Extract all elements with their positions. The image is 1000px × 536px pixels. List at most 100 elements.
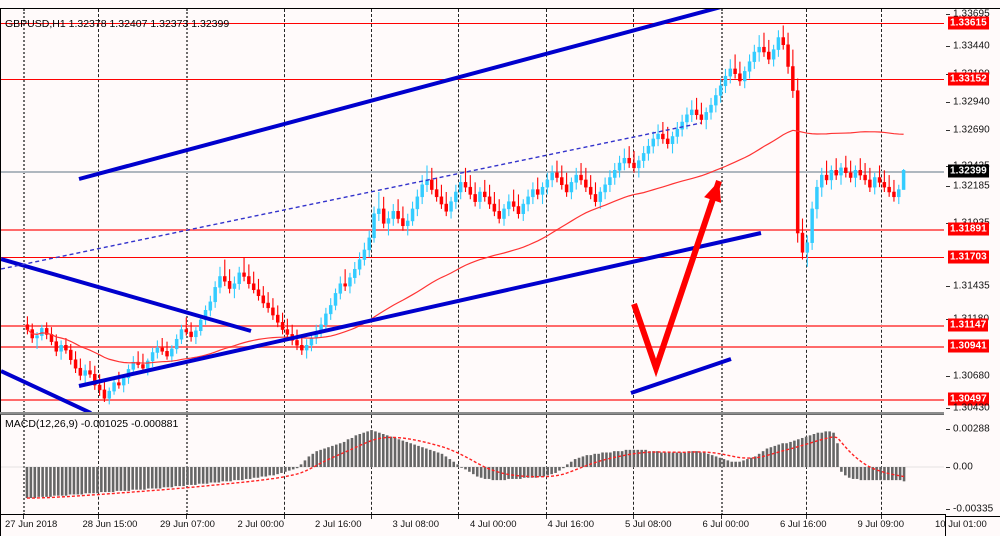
price-scale-axis[interactable]: 1.336951.336151.334401.331901.331521.329… xyxy=(944,8,1000,517)
macd-bar xyxy=(812,434,816,467)
alert-price-label[interactable]: 1.30497 xyxy=(948,392,989,406)
macd-bar xyxy=(734,461,737,467)
candle-body xyxy=(343,283,347,287)
candle-body xyxy=(762,46,766,53)
candle-body xyxy=(237,272,241,284)
time-tick-label: 6 Jul 16:00 xyxy=(780,519,827,530)
macd-bar xyxy=(284,467,287,472)
macd-bar xyxy=(824,431,828,468)
candle-body xyxy=(83,370,87,376)
alert-price-label[interactable]: 1.31703 xyxy=(948,250,989,264)
macd-bar xyxy=(730,461,734,467)
price-chart-pane[interactable]: GBPUSD,H1 1.32378 1.32407 1.32373 1.3239… xyxy=(0,8,946,413)
macd-bar xyxy=(499,467,503,481)
candle-body xyxy=(280,322,285,330)
macd-bar xyxy=(797,439,800,467)
macd-bar xyxy=(828,431,831,468)
candle-body xyxy=(324,313,328,325)
time-tick-label: 29 Jun 07:00 xyxy=(160,519,215,530)
candle-body xyxy=(511,201,516,207)
candle-body xyxy=(328,305,333,315)
candle-body xyxy=(165,351,169,357)
time-axis-tick xyxy=(546,515,547,519)
candle-body xyxy=(795,90,800,234)
gridline-vertical xyxy=(458,9,459,413)
candle-body xyxy=(386,218,391,224)
candle-body xyxy=(588,186,593,195)
candle-body xyxy=(179,329,184,340)
macd-bar xyxy=(695,451,698,467)
macd-bar xyxy=(472,467,475,475)
macd-bar xyxy=(687,451,690,467)
current-price-label[interactable]: 1.32399 xyxy=(948,164,989,178)
macd-bar xyxy=(229,467,232,482)
macd-bar xyxy=(276,467,279,475)
candle-body xyxy=(709,104,713,113)
candle-body xyxy=(815,186,819,210)
candle-body xyxy=(738,73,742,82)
time-axis-tick xyxy=(458,515,459,519)
macd-indicator-pane[interactable]: MACD(12,26,9) -0.001025 -0.000881 xyxy=(0,414,946,515)
macd-bar xyxy=(342,441,346,467)
candle-body xyxy=(338,283,343,294)
candle-body xyxy=(844,167,848,173)
alert-price-label[interactable]: 1.31891 xyxy=(948,222,989,236)
macd-bar xyxy=(401,440,405,467)
alert-price-label[interactable]: 1.33152 xyxy=(948,72,989,86)
candle-body xyxy=(478,191,482,202)
time-tick-label: 10 Jul 01:00 xyxy=(935,519,987,530)
macd-bar xyxy=(323,448,326,467)
macd-bar xyxy=(389,436,393,467)
macd-bar xyxy=(225,467,228,482)
candle-body xyxy=(685,114,689,123)
candle-body xyxy=(213,287,217,303)
macd-bar xyxy=(820,432,824,467)
macd-bar xyxy=(522,467,526,478)
rising-channel-upper xyxy=(78,9,722,181)
macd-bar xyxy=(264,467,268,477)
candle-body xyxy=(699,114,704,120)
macd-bar xyxy=(875,467,878,481)
time-scale-axis[interactable]: 27 Jun 2018 28 Jun 15:00 29 Jun 07:00 2 Jul… xyxy=(0,514,987,536)
macd-bar xyxy=(683,452,687,467)
macd-bar xyxy=(855,467,859,479)
price-level-line xyxy=(1,171,945,173)
candle-body xyxy=(300,345,304,351)
alert-price-label[interactable]: 1.33615 xyxy=(948,16,989,30)
macd-bar xyxy=(115,467,119,491)
macd-bar xyxy=(197,467,201,484)
candle-body xyxy=(247,276,251,284)
candle-body xyxy=(540,186,545,195)
descending-wedge-lower xyxy=(1,257,252,333)
macd-bar xyxy=(577,457,581,467)
macd-bar xyxy=(213,467,217,483)
axis-tick xyxy=(946,14,950,15)
macd-bar xyxy=(613,451,616,467)
candle-body xyxy=(372,213,376,239)
macd-bar xyxy=(483,467,487,479)
macd-bar xyxy=(448,459,452,467)
macd-bar xyxy=(460,467,463,468)
macd-bar xyxy=(656,451,659,467)
candle-body xyxy=(882,182,887,188)
alert-price-label[interactable]: 1.31147 xyxy=(948,318,989,332)
candle-body xyxy=(54,341,59,352)
macd-bar xyxy=(781,443,784,467)
time-axis-tick xyxy=(721,515,722,519)
macd-signal-line xyxy=(26,436,905,499)
macd-bar xyxy=(757,453,761,467)
candle-body xyxy=(223,276,227,282)
alert-price-label[interactable]: 1.30941 xyxy=(948,339,989,353)
macd-bar xyxy=(804,436,808,467)
macd-bar xyxy=(566,464,569,467)
macd-bar xyxy=(428,449,432,467)
macd-bar xyxy=(100,467,103,493)
axis-tick xyxy=(946,408,950,409)
macd-bar xyxy=(652,451,655,467)
macd-bar xyxy=(421,447,424,467)
price-overlay-svg xyxy=(1,9,906,413)
macd-bar xyxy=(616,451,620,467)
candle-body xyxy=(189,331,193,338)
time-axis-tick xyxy=(881,515,882,519)
